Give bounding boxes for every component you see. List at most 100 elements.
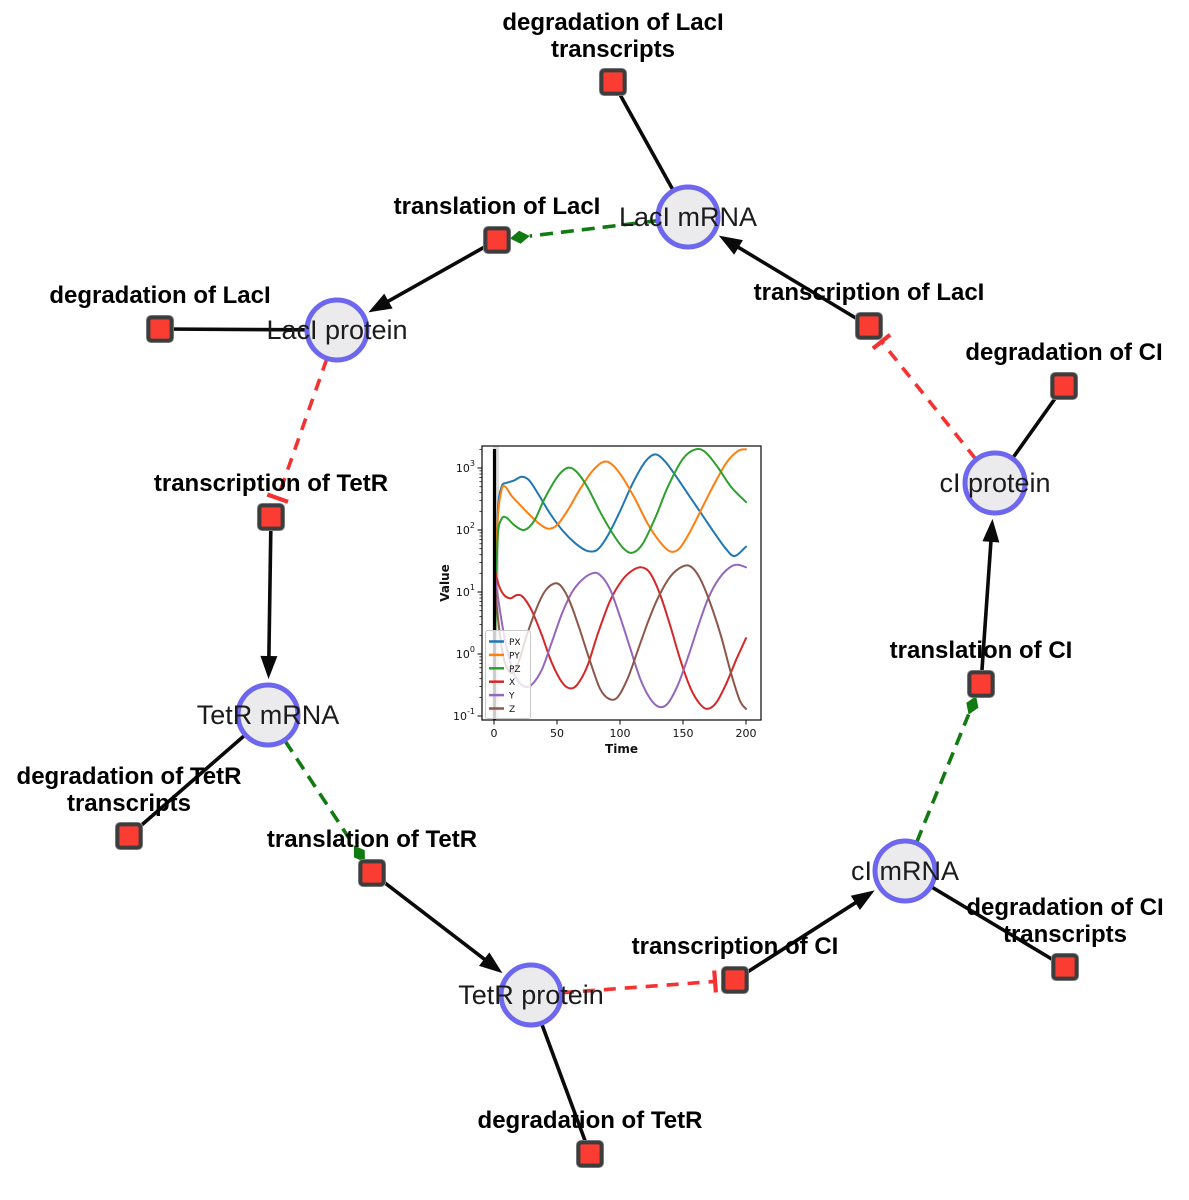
reaction-square[interactable]	[1051, 953, 1079, 981]
reactant-edge-line[interactable]	[127, 733, 246, 838]
reaction-square[interactable]	[483, 226, 511, 254]
species-node-ci-mrna[interactable]	[872, 838, 938, 904]
product-edge-line[interactable]	[731, 242, 870, 328]
label-deg-laci-transcripts-line2: transcripts	[551, 36, 675, 63]
edge-tetr-mrna--translation-tetr[interactable]	[283, 739, 365, 863]
edge-laci-mrna--translation-laci[interactable]	[509, 218, 658, 244]
reaction-node-deg-ci-transcripts[interactable]	[1051, 952, 1080, 981]
label-deg-laci-transcripts-line1: degradation of LacI	[502, 9, 723, 36]
product-edge-line[interactable]	[979, 534, 994, 685]
reaction-node-deg-tetr-transcripts[interactable]	[115, 821, 144, 850]
species-circle[interactable]	[235, 682, 301, 748]
reaction-node-deg-laci[interactable]	[146, 314, 175, 343]
species-node-tetr-protein[interactable]	[498, 962, 564, 1028]
edge-translation-ci--ci-protein[interactable]	[979, 518, 1000, 685]
species-circle[interactable]	[962, 450, 1028, 516]
edge-translation-tetr--tetr-protein[interactable]	[370, 871, 503, 974]
label-translation-ci-line1: translation of CI	[890, 637, 1073, 664]
reaction-node-deg-tetr[interactable]	[575, 1140, 604, 1169]
reaction-square[interactable]	[358, 859, 386, 887]
edge-ci-mrna--translation-ci[interactable]	[915, 696, 979, 843]
arrowhead-icon	[368, 293, 393, 313]
y-tick-exponent: 1	[470, 583, 475, 592]
species-circle[interactable]	[655, 184, 721, 250]
edge-laci-protein--deg-laci[interactable]	[159, 327, 307, 332]
edge-tetr-protein--deg-tetr[interactable]	[540, 1023, 592, 1155]
y-tick-exponent: 3	[470, 459, 475, 468]
product-edge-line[interactable]	[266, 516, 273, 664]
inhibition-edge-line[interactable]	[880, 340, 978, 460]
label-transcription-ci-line1: transcription of CI	[632, 933, 839, 960]
arrowhead-icon	[850, 890, 875, 911]
tbar-inhibitor-icon	[266, 492, 289, 504]
reaction-square[interactable]	[721, 966, 749, 994]
reaction-square[interactable]	[855, 312, 883, 340]
reaction-square[interactable]	[599, 68, 627, 96]
reaction-node-deg-ci[interactable]	[1050, 371, 1079, 400]
series-line-PY	[493, 448, 747, 699]
legend-label-PX: PX	[509, 638, 521, 648]
modifier-edge-line[interactable]	[915, 713, 971, 843]
edge-transcription-tetr--tetr-mrna[interactable]	[260, 516, 278, 680]
product-edge-line[interactable]	[381, 238, 498, 307]
inhibition-edge-line[interactable]	[275, 358, 329, 499]
y-tick-label: 101	[456, 583, 475, 599]
edge-translation-laci--laci-protein[interactable]	[368, 238, 498, 313]
reactant-edge-line[interactable]	[540, 1023, 592, 1155]
arrowhead-icon	[260, 655, 278, 680]
labels-layer: LacI mRNA LacI protein TetR mRNA TetR prote…	[17, 9, 1164, 1134]
inhibition-edge-line[interactable]	[561, 979, 716, 995]
reactant-edge-line[interactable]	[159, 327, 307, 332]
reaction-node-translation-laci[interactable]	[482, 226, 511, 255]
chart-legend: PX PY PZ XYZ	[485, 630, 531, 719]
reaction-square[interactable]	[115, 822, 143, 850]
reaction-square[interactable]	[257, 503, 285, 531]
edge-transcription-ci--ci-mrna[interactable]	[734, 890, 875, 982]
label-tetr-protein: TetR protein	[458, 980, 604, 1010]
edge-laci-mrna--deg-laci-transcripts[interactable]	[611, 81, 675, 191]
edge-tetr-protein--transcription-ci[interactable]	[561, 970, 718, 995]
modifier-edge-line[interactable]	[529, 218, 658, 238]
reaction-square[interactable]	[146, 315, 174, 343]
species-node-ci-protein[interactable]	[962, 450, 1028, 516]
y-tick-exponent: 0	[470, 645, 475, 654]
chart-y-axis-label: Value	[438, 564, 452, 602]
species-circle[interactable]	[872, 838, 938, 904]
diamond-arrowhead-icon	[966, 696, 979, 715]
reaction-node-transcription-laci[interactable]	[854, 311, 883, 340]
reaction-square[interactable]	[967, 670, 995, 698]
edges-layer	[127, 81, 1066, 1155]
edge-tetr-mrna--deg-tetr-transcripts[interactable]	[127, 733, 246, 838]
edge-ci-protein--transcription-laci[interactable]	[871, 333, 978, 460]
label-ci-mrna: cI mRNA	[851, 856, 959, 886]
chart-series-layer	[493, 447, 747, 710]
label-deg-ci-transcripts-line1: degradation of CI	[966, 894, 1163, 921]
edge-transcription-laci--laci-mrna[interactable]	[718, 235, 870, 328]
species-node-laci-mrna[interactable]	[655, 184, 721, 250]
product-edge-line[interactable]	[370, 871, 491, 965]
label-deg-ci-line1: degradation of CI	[965, 339, 1162, 366]
reactant-edge-line[interactable]	[611, 81, 675, 191]
series-line-Z	[493, 564, 747, 710]
legend-label-PZ: PZ	[509, 665, 521, 675]
species-node-laci-protein[interactable]	[304, 297, 370, 363]
reaction-square[interactable]	[1050, 372, 1078, 400]
species-circle[interactable]	[498, 962, 564, 1028]
label-transcription-tetr-line1: transcription of TetR	[154, 470, 388, 497]
product-edge-line[interactable]	[734, 897, 863, 982]
reaction-node-deg-laci-transcripts[interactable]	[598, 68, 627, 97]
edge-laci-protein--transcription-tetr[interactable]	[266, 358, 329, 504]
species-circle[interactable]	[304, 297, 370, 363]
reaction-node-translation-tetr[interactable]	[357, 858, 386, 887]
reaction-node-translation-ci[interactable]	[966, 669, 995, 698]
reaction-square[interactable]	[576, 1140, 604, 1168]
y-tick-label: 103	[456, 459, 475, 475]
chart-axes-box	[481, 445, 762, 721]
edge-ci-mrna--deg-ci-transcripts[interactable]	[930, 885, 1066, 969]
x-tick-label: 0	[491, 727, 498, 740]
species-node-tetr-mrna[interactable]	[235, 682, 301, 748]
reaction-node-transcription-tetr[interactable]	[256, 502, 285, 531]
reaction-node-transcription-ci[interactable]	[720, 965, 749, 994]
reactant-edge-line[interactable]	[930, 885, 1066, 969]
